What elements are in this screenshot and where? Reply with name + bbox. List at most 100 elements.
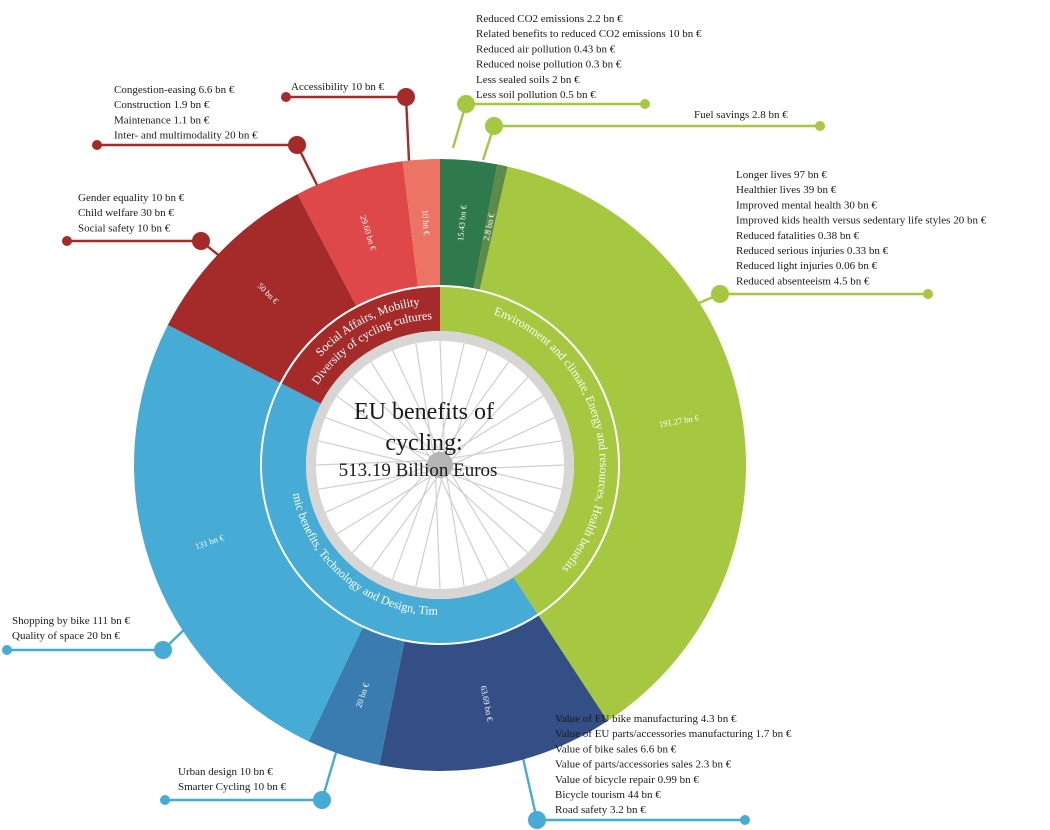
wheel-spoke	[446, 395, 544, 456]
segment-value-label: 10 bn €	[420, 209, 432, 236]
wheel-spoke	[415, 343, 435, 456]
callout-end-dot	[815, 121, 825, 131]
wheel-spoke	[336, 474, 434, 535]
callout-dot	[313, 791, 331, 809]
detail-label: Bicycle tourism 44 bn €	[555, 789, 661, 801]
wheel-spoke	[441, 361, 510, 454]
detail-label: Congestion-easing 6.6 bn €	[114, 84, 235, 96]
wheel-spoke	[351, 376, 436, 455]
wheel-spoke	[392, 350, 441, 454]
detail-label: Child welfare 30 bn €	[78, 207, 174, 219]
detail-label: Longer lives 97 bn €	[736, 169, 828, 181]
wheel-spoke	[351, 469, 430, 554]
detail-label: Reduced light injuries 0.06 bn €	[736, 260, 878, 272]
detail-label: Social safety 10 bn €	[78, 222, 171, 234]
outer-segment	[473, 164, 508, 290]
detail-label: Smarter Cycling 10 bn €	[178, 781, 287, 793]
wheel-spoke	[449, 440, 562, 460]
outer-segment	[479, 166, 746, 722]
detail-label: Improved mental health 30 bn €	[736, 199, 877, 211]
wheel	[306, 331, 574, 599]
chart-title-line1: EU benefits of	[354, 399, 494, 425]
outer-segment	[297, 161, 419, 306]
detail-label: Shopping by bike 111 bn €	[12, 615, 131, 627]
callout-line	[481, 124, 820, 161]
detail-label: Fuel savings 2.8 bn €	[694, 109, 788, 121]
detail-label: Reduced CO2 emissions 2.2 bn €	[476, 13, 623, 25]
detail-label: Reduced fatalities 0.38 bn €	[736, 230, 860, 242]
callout-end-dot	[2, 645, 12, 655]
callout-end-dot	[281, 92, 291, 102]
wheel-spoke	[415, 476, 443, 587]
wheel-spoke	[439, 340, 446, 454]
wheel-spoke	[437, 343, 465, 454]
outer-segment	[167, 194, 357, 383]
detail-label: Less sealed soils 2 bn €	[476, 74, 580, 86]
callout-line	[286, 95, 411, 162]
segment-value-label: 15.43 bn €	[455, 204, 468, 242]
wheel-spoke	[336, 395, 429, 464]
outer-segment	[134, 325, 363, 742]
chart-title-line2: cycling:	[385, 430, 462, 456]
detail-label: Quality of space 20 bn €	[12, 630, 120, 642]
detail-label: Reduced serious injuries 0.33 bn €	[736, 245, 889, 257]
detail-label: Reduced noise pollution 0.3 bn €	[476, 59, 622, 71]
outer-segment	[440, 159, 498, 289]
callout-dot	[192, 232, 210, 250]
detail-label: Improved kids health versus sedentary li…	[736, 215, 987, 227]
callout-dot	[711, 285, 729, 303]
wheel-spoke	[451, 466, 544, 535]
detail-label: Value of EU parts/accessories manufactur…	[555, 728, 792, 740]
detail-label: Related benefits to reduced CO2 emission…	[476, 28, 702, 40]
detail-label: Construction 1.9 bn €	[114, 99, 210, 111]
detail-label: Reduced air pollution 0.43 bn €	[476, 43, 616, 55]
callout-dot	[528, 811, 546, 829]
inner-segment	[440, 287, 619, 614]
wheel-spoke	[391, 473, 433, 580]
inner-segment	[281, 287, 440, 407]
detail-label: Road safety 3.2 bn €	[555, 804, 646, 816]
detail-label: Value of parts/accessories sales 2.3 bn …	[555, 759, 732, 771]
callout-line	[97, 143, 320, 188]
callout-dot	[154, 641, 172, 659]
wheel-spoke	[318, 440, 429, 468]
callout-dot	[288, 136, 306, 154]
wheel-spoke	[439, 476, 488, 580]
detail-labels: Reduced CO2 emissions 2.2 bn € Related be…	[12, 13, 987, 816]
wheel-hub	[427, 452, 453, 478]
detail-label: Value of EU bike manufacturing 4.3 bn €	[555, 713, 737, 725]
detail-label: Less soil pollution 0.5 bn €	[476, 89, 596, 101]
callout-end-dot	[160, 795, 170, 805]
detail-label: Gender equality 10 bn €	[78, 192, 185, 204]
wheel-spoke	[318, 470, 431, 490]
wheel-spoke	[444, 475, 529, 554]
wheel-spoke	[315, 459, 429, 466]
wheel-spoke	[451, 462, 562, 490]
callout-end-dot	[62, 236, 72, 246]
wheel-spoke	[448, 472, 555, 514]
outer-segment	[402, 159, 440, 287]
detail-label: Urban design 10 bn €	[178, 766, 273, 778]
detail-label: Healthier lives 39 bn €	[736, 184, 837, 196]
wheel-spoke	[325, 464, 429, 513]
detail-label: Maintenance 1.1 bn €	[114, 114, 210, 126]
outer-ring: 15.43 bn €2.8 bn €191.27 bn €63.69 bn €2…	[134, 159, 746, 771]
callout-dot	[485, 117, 503, 135]
detail-label: Inter- and multimodality 20 bn €	[114, 130, 258, 142]
wheel-spoke	[370, 361, 431, 459]
wheel-spoke	[450, 376, 529, 461]
wheel-spoke	[447, 350, 489, 457]
chart-total: 513.19 Billion Euros	[339, 460, 498, 481]
wheel-spoke	[370, 476, 439, 569]
callout-dot	[457, 95, 475, 113]
wheel-spoke	[451, 417, 555, 466]
wheel-spoke	[434, 476, 441, 590]
callout-end-dot	[92, 140, 102, 150]
callout-end-dot	[923, 289, 933, 299]
outer-segment	[379, 615, 608, 771]
wheel-spoke	[451, 464, 565, 471]
wheel-rim	[306, 331, 574, 599]
inner-segment	[262, 383, 538, 643]
callout-dot	[397, 88, 415, 106]
